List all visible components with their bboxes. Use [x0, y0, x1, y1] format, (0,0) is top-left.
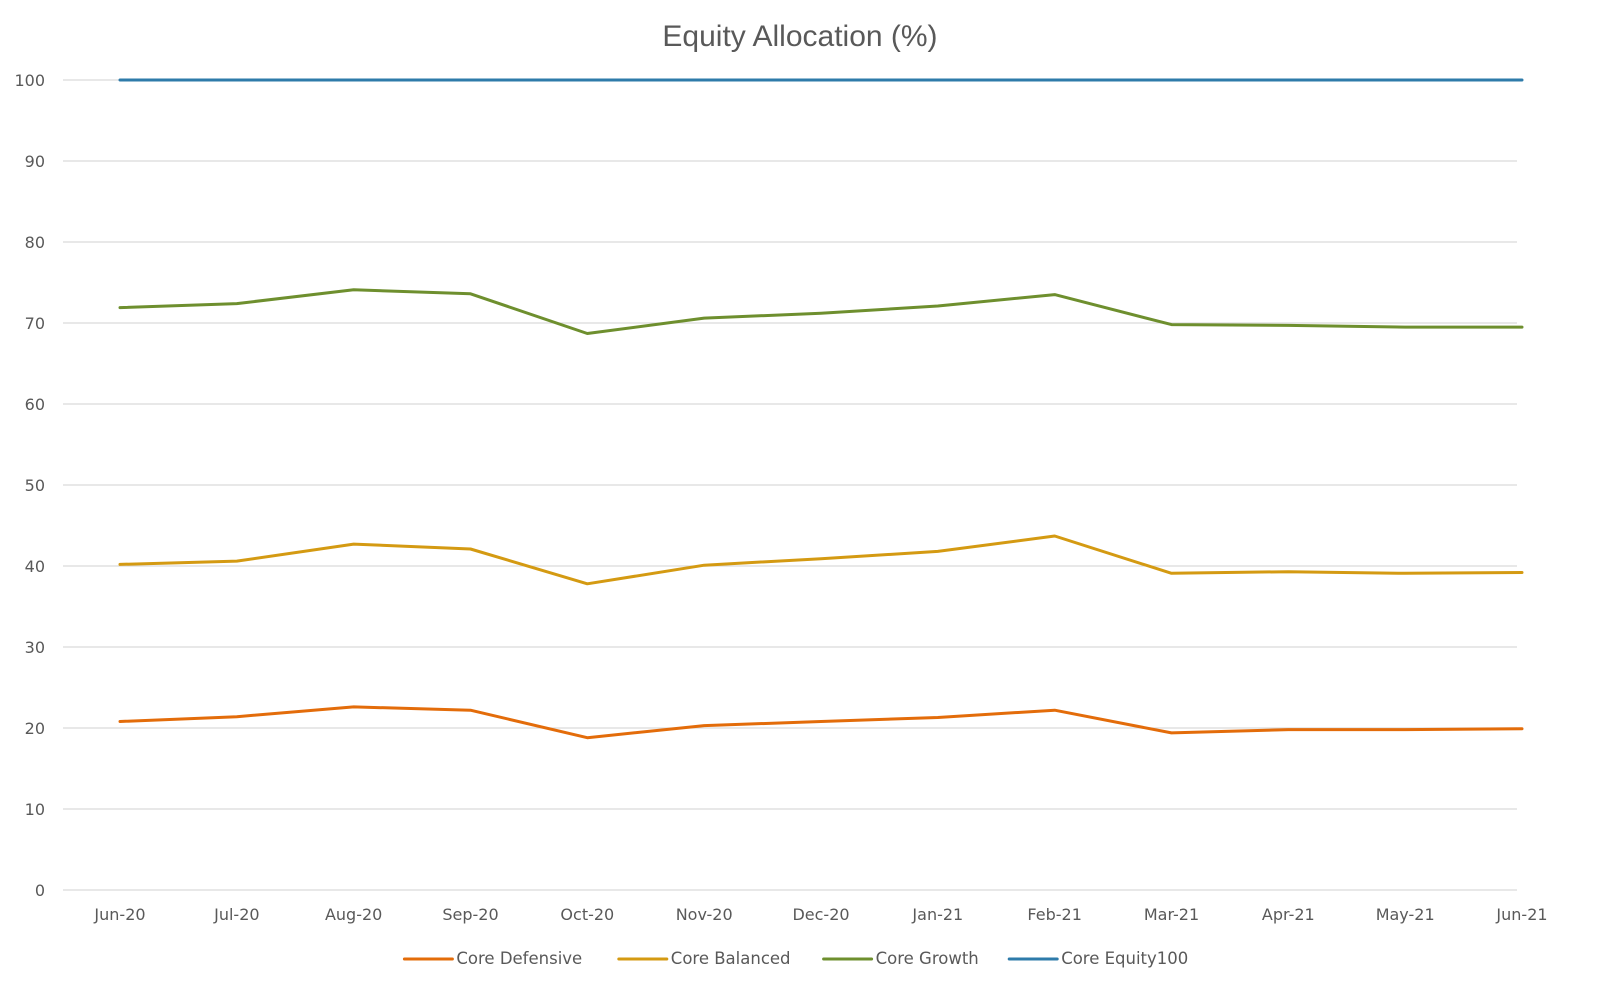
y-tick-label: 50: [25, 476, 45, 495]
y-tick-label: 100: [14, 71, 45, 90]
x-tick-label: Apr-21: [1262, 905, 1315, 924]
x-tick-label: May-21: [1376, 905, 1435, 924]
legend-label: Core Defensive: [456, 949, 582, 968]
x-tick-label: Jul-20: [213, 905, 259, 924]
x-tick-label: Jan-21: [911, 905, 963, 924]
x-tick-label: Mar-21: [1144, 905, 1199, 924]
x-tick-label: Aug-20: [325, 905, 382, 924]
legend-item-core-growth: Core Growth: [822, 949, 979, 968]
y-tick-label: 40: [25, 557, 45, 576]
x-tick-label: Dec-20: [792, 905, 849, 924]
y-tick-label: 80: [25, 233, 45, 252]
legend: Core Defensive Core Balanced Core Growth Co…: [402, 949, 1188, 968]
x-axis-tick-labels: Jun-20 Jul-20 Aug-20 Sep-20 Oct-20 Nov-20 Dec-…: [93, 905, 1547, 924]
x-tick-label: Jun-20: [93, 905, 145, 924]
x-tick-label: Feb-21: [1027, 905, 1081, 924]
y-tick-label: 10: [25, 800, 45, 819]
x-tick-label: Oct-20: [560, 905, 614, 924]
y-tick-label: 0: [35, 881, 45, 900]
series-line-core-defensive: [118, 705, 1524, 740]
x-tick-label: Sep-20: [442, 905, 498, 924]
series-line-core-growth: [118, 288, 1524, 335]
series-lines: [118, 78, 1524, 740]
legend-item-core-equity100: Core Equity100: [1007, 949, 1188, 968]
y-tick-label: 90: [25, 152, 45, 171]
legend-label: Core Balanced: [671, 949, 791, 968]
x-tick-label: Jun-21: [1495, 905, 1547, 924]
series-line-core-balanced: [118, 534, 1524, 586]
y-tick-label: 20: [25, 719, 45, 738]
y-axis-tick-labels: 0 10 20 30 40 50 60 70 80 90 100: [14, 71, 45, 900]
legend-label: Core Growth: [876, 949, 979, 968]
legend-item-core-defensive: Core Defensive: [402, 949, 582, 968]
y-tick-label: 30: [25, 638, 45, 657]
chart-title: Equity Allocation (%): [662, 20, 937, 53]
y-tick-label: 60: [25, 395, 45, 414]
legend-item-core-balanced: Core Balanced: [617, 949, 791, 968]
legend-label: Core Equity100: [1061, 949, 1188, 968]
gridlines: [63, 79, 1517, 891]
x-tick-label: Nov-20: [676, 905, 733, 924]
y-tick-label: 70: [25, 314, 45, 333]
